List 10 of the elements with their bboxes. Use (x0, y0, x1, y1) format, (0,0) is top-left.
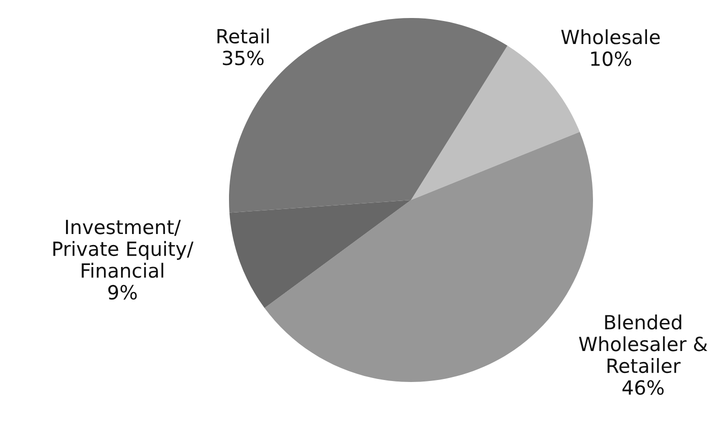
slice-label: Retail (217, 28, 269, 44)
data-label: 46% (622, 380, 664, 395)
data-label: 35% (222, 50, 264, 66)
slice-label: Blended Wholesaler & Retailer (578, 314, 708, 374)
data-label: 9% (108, 284, 137, 300)
data-label: 10% (591, 51, 632, 66)
pie-slice (411, 46, 580, 200)
pie-slice (229, 200, 411, 308)
slice-label: Investment/ Private Equity/ Financial (53, 220, 194, 278)
slice-label: Wholesale (561, 29, 660, 44)
